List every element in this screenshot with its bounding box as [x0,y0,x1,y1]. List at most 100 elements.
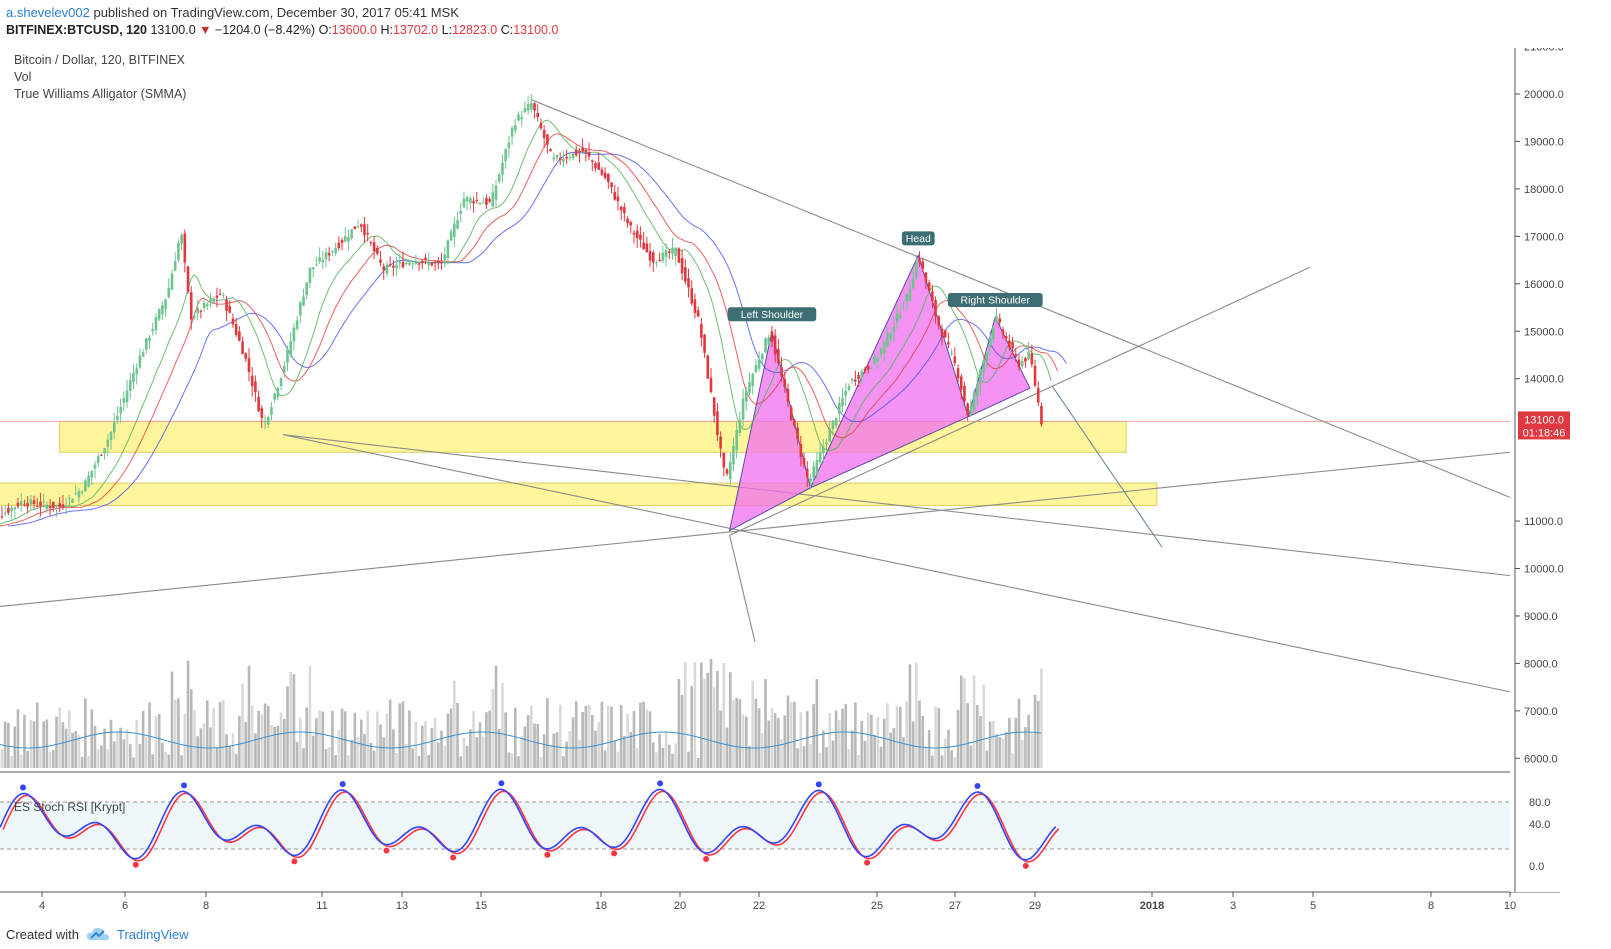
candle-body [860,371,864,379]
candle-body [562,158,565,162]
candle-body [363,224,366,236]
price-change: −1204.0 (−8.42%) [215,23,316,37]
candle-body [29,499,33,505]
volume-bar [565,741,568,768]
legend-alligator[interactable]: True Williams Alligator (SMMA) [14,87,187,101]
chart-legend: Bitcoin / Dollar, 120, BITFINEX Vol True… [14,52,186,103]
candle-body [1017,359,1021,368]
candle-body [497,174,501,182]
candle-body [966,403,969,416]
price-tick-label: 19000.0 [1524,136,1564,148]
candle-body [934,300,937,317]
volume-bar [491,688,495,768]
candle-body [507,142,511,148]
rsi-trough-dot [703,855,710,862]
candle-body [542,130,546,139]
candle-body [273,393,276,400]
volume-bar [796,748,799,768]
volume-bar [295,741,299,768]
candle-body [693,299,697,313]
volume-bar [465,745,469,768]
candle-body [366,233,369,235]
time-tick-label: 3 [1230,900,1236,912]
rsi-peak-dot [498,780,505,787]
candle-body [680,258,684,274]
time-tick-label: 15 [475,900,487,912]
volume-bar [39,747,42,768]
volume-bar [793,701,796,768]
candle-body [655,262,658,264]
candle-body [331,251,334,253]
volume-bar [55,716,58,768]
candle-body [420,260,424,264]
candle-body [244,353,248,359]
candle-body [80,492,84,494]
candle-body [353,226,357,230]
candle-body [103,448,106,454]
price-axis[interactable]: 21000.020000.019000.018000.017000.016000… [1510,40,1570,892]
rsi-legend[interactable]: ES Stoch RSI [Krypt] [14,800,126,814]
candle-body [286,349,289,363]
price-tick-label: 14000.0 [1524,374,1564,386]
volume-bar [969,745,973,768]
candle-body [757,360,761,369]
candle-body [709,377,713,393]
volume-bar [106,749,110,768]
volume-bar [35,702,39,768]
tradingview-link[interactable]: TradingView [117,927,189,942]
candle-body [963,385,966,402]
volume-bar [937,708,941,768]
volume-bar [635,748,639,768]
volume-bar [424,721,427,768]
volume-bar [918,700,921,768]
volume-bar [992,720,995,768]
volume-bar [895,706,899,768]
volume-bar [642,701,645,768]
volume-bar [1001,738,1005,768]
candle-body [1001,329,1005,334]
volume-bar [882,718,886,768]
volume-bar [266,705,270,768]
legend-volume[interactable]: Vol [14,70,32,84]
candle-body [844,390,848,396]
candle-body [520,117,523,120]
volume-bar [789,702,793,768]
volume-bar [963,678,966,768]
candle-body [299,302,302,316]
volume-bar [1017,698,1021,768]
volume-bar [247,665,251,768]
candle-body [334,247,337,254]
head-and-shoulders-pattern[interactable] [728,253,1031,532]
candle-body [674,247,677,256]
trendlines[interactable] [0,99,1511,693]
volume-bar [382,737,386,768]
candle-body [433,261,437,263]
time-axis[interactable]: 4 6 8 11 13 15 18 20 22 25 27 29 2018 3 5 8 10 [39,892,1516,912]
volume-bar [831,740,835,768]
candle-body [13,507,17,510]
volume-bar [975,705,979,768]
volume-bar [866,712,870,768]
candle-body [956,368,960,379]
volume-bar [623,735,626,768]
candle-body [485,197,488,205]
volume-bar [783,715,787,768]
volume-bar [205,700,209,768]
legend-main-series[interactable]: Bitcoin / Dollar, 120, BITFINEX [14,53,185,67]
pattern-annotations[interactable]: Left Shoulder Head Right Shoulder [727,231,1043,322]
volume-bar [340,708,344,768]
volume-bar [555,732,559,768]
volume-bar [485,712,488,768]
symbol-label[interactable]: BITFINEX:BTCUSD, 120 [6,23,147,37]
volume-bar [684,661,687,768]
volume-bar [161,742,164,768]
candle-body [109,432,113,441]
candle-body [911,278,915,289]
volume-bar [26,750,29,768]
candle-body [988,337,992,348]
candle-body [626,218,629,224]
volume-bar [311,735,315,768]
candle-body [173,261,177,271]
author-link[interactable]: a.shevelev002 [6,5,90,20]
